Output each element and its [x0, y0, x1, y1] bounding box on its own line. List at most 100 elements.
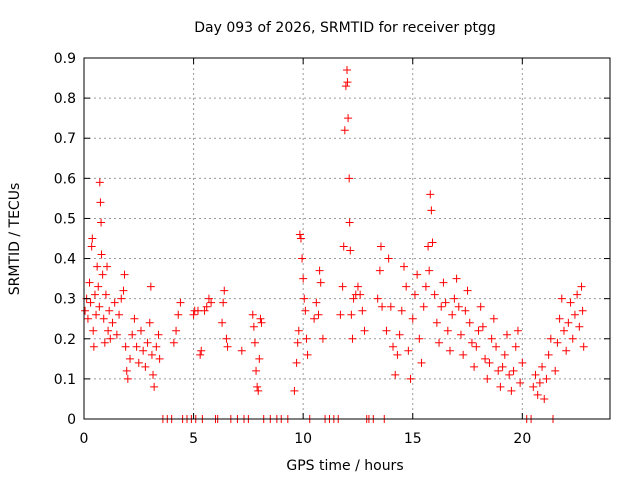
data-point [197, 346, 206, 355]
data-point [360, 326, 369, 335]
data-point [511, 342, 520, 351]
data-point [347, 310, 356, 319]
data-point [424, 242, 433, 251]
x-tick-label: 5 [189, 431, 198, 447]
data-point [435, 338, 444, 347]
data-point [257, 318, 266, 327]
data-point [478, 322, 487, 331]
data-point [254, 386, 263, 395]
data-point [119, 286, 128, 295]
data-point [86, 298, 95, 307]
x-axis-label: GPS time / hours [286, 458, 403, 474]
data-point [450, 294, 459, 303]
data-point [117, 294, 126, 303]
data-point [489, 314, 498, 323]
data-point [425, 266, 434, 275]
data-point [152, 342, 161, 351]
data-point [454, 302, 463, 311]
data-point [147, 350, 156, 359]
data-point [470, 362, 479, 371]
y-tick-label: 0.5 [54, 211, 76, 227]
y-tick-label: 0.7 [54, 131, 76, 147]
data-point [120, 270, 129, 279]
data-point [110, 298, 119, 307]
data-point [92, 310, 101, 319]
data-point [553, 338, 562, 347]
data-point [441, 298, 450, 307]
data-point [248, 310, 257, 319]
y-tick-label: 0 [67, 412, 76, 428]
data-point [252, 366, 261, 375]
data-point [174, 310, 183, 319]
data-point [404, 346, 413, 355]
data-point [577, 282, 586, 291]
data-point [101, 290, 110, 299]
data-point [373, 294, 382, 303]
data-point [391, 370, 400, 379]
data-point [402, 282, 411, 291]
data-point [200, 306, 209, 315]
data-point [446, 346, 455, 355]
data-point [427, 206, 436, 215]
data-point [459, 350, 468, 359]
data-point [134, 358, 143, 367]
data-point [408, 314, 417, 323]
data-point [143, 338, 152, 347]
data-point [139, 346, 148, 355]
data-point [494, 366, 503, 375]
data-point [386, 302, 395, 311]
data-point [249, 322, 258, 331]
data-point [349, 294, 358, 303]
data-point [96, 198, 105, 207]
data-point [93, 262, 102, 271]
data-point [130, 314, 139, 323]
data-point [316, 278, 325, 287]
y-tick-label: 0.3 [54, 292, 76, 308]
data-point [389, 342, 398, 351]
data-point [97, 250, 106, 259]
data-point [410, 290, 419, 299]
data-point [196, 350, 205, 359]
data-point [298, 254, 307, 263]
data-point [540, 394, 549, 403]
y-tick-label: 0.2 [54, 332, 76, 348]
data-point [487, 334, 496, 343]
plot-frame [83, 57, 611, 420]
data-point [570, 310, 579, 319]
data-point [461, 306, 470, 315]
data-point [546, 334, 555, 343]
data-point [128, 330, 137, 339]
data-point [498, 362, 507, 371]
data-point [456, 330, 465, 339]
data-point [428, 238, 437, 247]
data-point [437, 302, 446, 311]
data-point [345, 174, 354, 183]
grid-lines [84, 58, 610, 419]
data-point [443, 326, 452, 335]
data-point [292, 358, 301, 367]
data-point [566, 298, 575, 307]
data-point [529, 382, 538, 391]
data-point [95, 302, 104, 311]
data-point [341, 82, 350, 91]
data-point [564, 318, 573, 327]
data-point [318, 334, 327, 343]
data-point [465, 318, 474, 327]
data-point [89, 342, 98, 351]
data-point [413, 270, 422, 279]
data-point [312, 298, 321, 307]
data-point [169, 338, 178, 347]
data-point [348, 334, 357, 343]
data-point [108, 318, 117, 327]
data-point [502, 330, 511, 339]
data-point [299, 274, 308, 283]
y-tick-label: 0.8 [54, 91, 76, 107]
data-point [106, 334, 115, 343]
data-point [338, 282, 347, 291]
data-point [399, 262, 408, 271]
data-point [452, 274, 461, 283]
data-point [538, 362, 547, 371]
x-tick-label: 10 [294, 431, 312, 447]
data-point [97, 218, 106, 227]
data-point [384, 254, 393, 263]
